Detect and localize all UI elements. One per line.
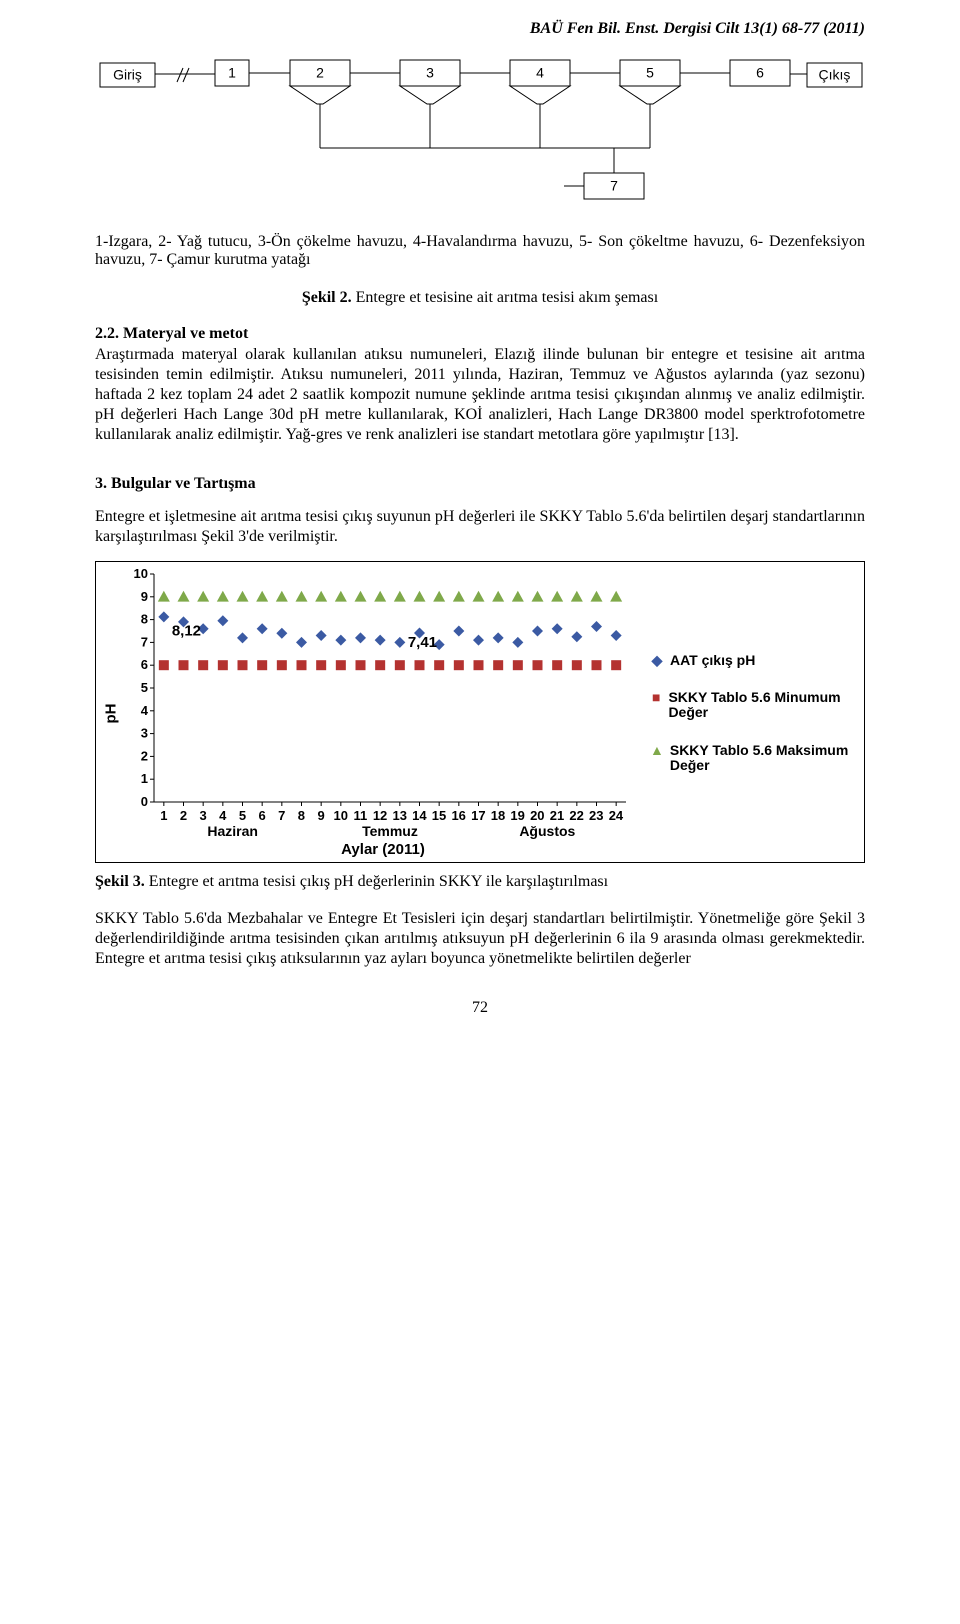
chart-plot-col: 0123456789108,127,41 1234567891011121314… <box>122 568 644 858</box>
svg-text:9: 9 <box>141 589 148 604</box>
section-2-2-para: Araştırmada materyal olarak kullanılan a… <box>95 345 865 445</box>
svg-text:Giriş: Giriş <box>113 67 142 83</box>
svg-text:2: 2 <box>141 748 148 763</box>
journal-header: BAÜ Fen Bil. Enst. Dergisi Cilt 13(1) 68… <box>95 20 865 38</box>
chart-xtick: 20 <box>527 808 547 823</box>
svg-text:Çıkış: Çıkış <box>819 67 851 83</box>
chart-xtick: 15 <box>429 808 449 823</box>
closing-paragraph: SKKY Tablo 5.6'da Mezbahalar ve Entegre … <box>95 909 865 969</box>
svg-text:5: 5 <box>141 680 148 695</box>
chart-xtick: 21 <box>547 808 567 823</box>
chart-month-label: Temmuz <box>311 823 468 839</box>
chart-month-label: Ağustos <box>469 823 626 839</box>
chart-xtick: 1 <box>154 808 174 823</box>
legend-item: ▲ SKKY Tablo 5.6 Maksimum Değer <box>650 743 860 774</box>
svg-text:7: 7 <box>610 178 618 194</box>
legend-text: AAT çıkış pH <box>670 653 755 668</box>
svg-text:1: 1 <box>228 65 236 81</box>
svg-text:8: 8 <box>141 612 148 627</box>
svg-text:10: 10 <box>134 568 148 581</box>
figure2-flowchart: Giriş 1 2 3 4 5 6 Çıkış 7 <box>95 48 865 213</box>
svg-text:6: 6 <box>141 657 148 672</box>
figure3-caption-text: Entegre et arıtma tesisi çıkış pH değerl… <box>145 873 608 890</box>
figure3-chart: pH 0123456789108,127,41 1234567891011121… <box>95 561 865 863</box>
svg-text:4: 4 <box>141 703 149 718</box>
page-root: BAÜ Fen Bil. Enst. Dergisi Cilt 13(1) 68… <box>0 0 960 1057</box>
chart-xtick: 11 <box>351 808 371 823</box>
legend-item: ◆ AAT çıkış pH <box>650 653 860 668</box>
legend-text: SKKY Tablo 5.6 Minumum Değer <box>668 690 860 721</box>
chart-xtick: 16 <box>449 808 469 823</box>
chart-xtick: 3 <box>193 808 213 823</box>
chart-xtick: 8 <box>292 808 312 823</box>
svg-text:1: 1 <box>141 771 148 786</box>
section-2-2: 2.2. Materyal ve metot Araştırmada mater… <box>95 325 865 445</box>
svg-text:0: 0 <box>141 794 148 808</box>
chart-xtick: 22 <box>567 808 587 823</box>
svg-text:7,41: 7,41 <box>408 634 437 651</box>
section-3-para: Entegre et işletmesine ait arıtma tesisi… <box>95 507 865 547</box>
chart-xtick: 14 <box>410 808 430 823</box>
chart-xtick: 24 <box>606 808 626 823</box>
chart-xtick: 9 <box>311 808 331 823</box>
chart-xtick: 13 <box>390 808 410 823</box>
legend-item: ■ SKKY Tablo 5.6 Minumum Değer <box>650 690 860 721</box>
figure3-caption: Şekil 3. Entegre et arıtma tesisi çıkış … <box>95 873 865 891</box>
svg-text:5: 5 <box>646 65 654 81</box>
section-2-2-title: 2.2. Materyal ve metot <box>95 325 865 343</box>
figure2-caption: Şekil 2. Entegre et tesisine ait arıtma … <box>95 289 865 307</box>
svg-text:8,12: 8,12 <box>172 623 201 640</box>
svg-text:6: 6 <box>756 65 764 81</box>
page-number: 72 <box>95 999 865 1017</box>
figure2-node-legend: 1-Izgara, 2- Yağ tutucu, 3-Ön çökelme ha… <box>95 233 865 269</box>
chart-xtick: 18 <box>488 808 508 823</box>
svg-text:4: 4 <box>536 65 544 81</box>
legend-marker-icon: ▲ <box>650 743 664 758</box>
svg-text:3: 3 <box>141 726 148 741</box>
legend-text: SKKY Tablo 5.6 Maksimum Değer <box>670 743 860 774</box>
chart-xtick: 12 <box>370 808 390 823</box>
chart-xtick: 6 <box>252 808 272 823</box>
svg-text:3: 3 <box>426 65 434 81</box>
chart-xtick: 2 <box>174 808 194 823</box>
chart-y-label-col: pH <box>100 568 122 858</box>
svg-text:7: 7 <box>141 634 148 649</box>
chart-xtick: 7 <box>272 808 292 823</box>
figure3-caption-prefix: Şekil 3. <box>95 873 145 890</box>
legend-marker-icon: ■ <box>650 690 662 705</box>
chart-xtick: 23 <box>586 808 606 823</box>
chart-legend: ◆ AAT çıkış pH ■ SKKY Tablo 5.6 Minumum Değ… <box>644 568 860 858</box>
chart-xtick: 5 <box>233 808 253 823</box>
figure2-caption-prefix: Şekil 2. <box>302 289 352 306</box>
chart-y-label: pH <box>103 703 120 723</box>
figure2-caption-text: Entegre et tesisine ait arıtma tesisi ak… <box>352 289 659 306</box>
chart-month-label: Haziran <box>154 823 311 839</box>
chart-xtick: 17 <box>469 808 489 823</box>
chart-x-title: Aylar (2011) <box>122 841 644 858</box>
section-3-title: 3. Bulgular ve Tartışma <box>95 475 865 493</box>
legend-marker-icon: ◆ <box>650 653 664 668</box>
chart-month-row: HaziranTemmuzAğustos <box>122 823 644 839</box>
chart-xtick: 19 <box>508 808 528 823</box>
chart-xticks: 123456789101112131415161718192021222324 <box>122 808 644 823</box>
chart-xtick: 4 <box>213 808 233 823</box>
svg-text:2: 2 <box>316 65 324 81</box>
chart-xtick: 10 <box>331 808 351 823</box>
